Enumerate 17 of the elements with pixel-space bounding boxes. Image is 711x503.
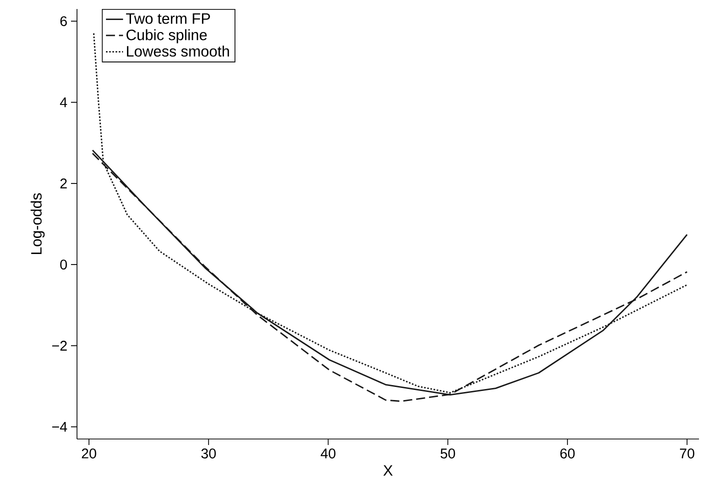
y-tick-label: 6	[60, 16, 67, 26]
x-tick-label: 20	[82, 448, 96, 458]
x-tick-label: 30	[201, 448, 216, 458]
y-tick-label: 4	[60, 97, 68, 108]
x-axis-title: X	[383, 465, 393, 476]
x-tick-label: 50	[440, 448, 456, 458]
legend-label: Lowess smooth	[126, 46, 229, 57]
x-tick-label: 60	[560, 448, 575, 458]
y-tick-label: −2	[52, 340, 67, 351]
y-tick-label: −4	[52, 422, 68, 432]
y-axis-title: Log-odds	[30, 193, 45, 254]
x-tick-label: 40	[320, 448, 336, 458]
y-tick-label: 0	[60, 260, 67, 270]
legend-label: Two term FP	[126, 13, 210, 24]
y-tick-label: 2	[60, 178, 67, 188]
legend-label: Cubic spline	[126, 29, 207, 44]
x-tick-label: 70	[680, 448, 694, 458]
